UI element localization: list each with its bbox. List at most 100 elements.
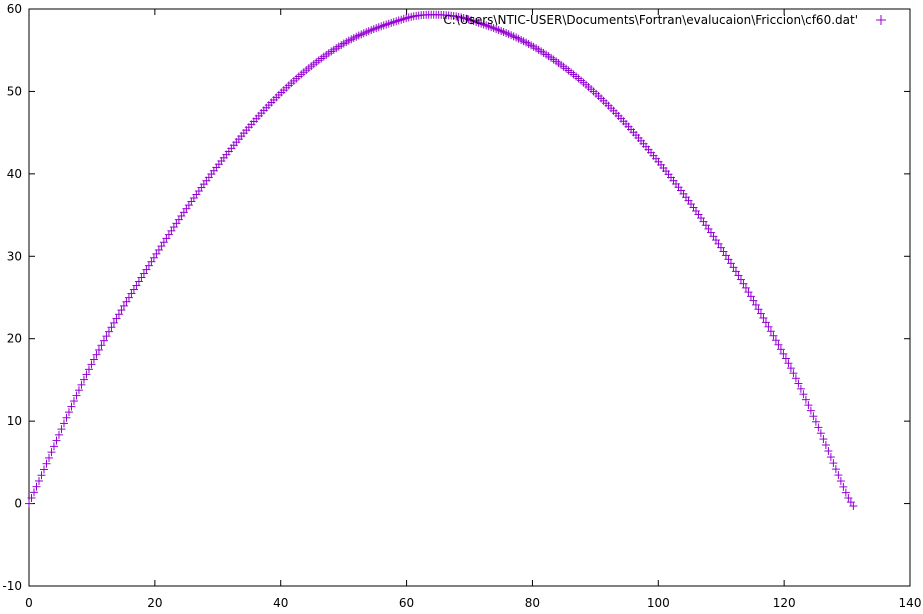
data-point <box>744 288 753 297</box>
data-point <box>44 453 53 462</box>
data-point <box>69 397 78 406</box>
x-tick-label: 80 <box>525 596 540 610</box>
data-point <box>99 336 108 345</box>
data-point <box>819 435 828 444</box>
data-point <box>814 423 823 432</box>
data-point <box>79 375 88 384</box>
data-point <box>52 436 61 445</box>
data-point <box>746 292 755 301</box>
data-point <box>119 301 128 310</box>
y-tick-label: 0 <box>14 497 22 511</box>
data-point <box>756 309 765 318</box>
data-point <box>87 360 96 369</box>
data-point <box>54 430 63 439</box>
data-point <box>811 417 820 426</box>
data-point <box>829 459 838 468</box>
y-tick-label: 10 <box>7 414 22 428</box>
data-point <box>794 379 803 388</box>
data-point <box>774 340 783 349</box>
legend: C:\Users\NTIC-USER\Documents\Fortran\eva… <box>443 13 886 27</box>
data-point <box>841 488 850 497</box>
data-point <box>806 406 815 415</box>
data-point <box>62 413 71 422</box>
data-point <box>776 345 785 354</box>
data-point <box>799 390 808 399</box>
data-point <box>117 306 126 315</box>
data-points <box>25 10 858 511</box>
x-tick-label: 40 <box>273 596 288 610</box>
data-point <box>804 401 813 410</box>
data-point <box>89 355 98 364</box>
data-point <box>34 476 43 485</box>
data-point <box>104 327 113 336</box>
data-point <box>731 267 740 276</box>
data-point <box>816 429 825 438</box>
y-tick-label: 60 <box>7 2 22 16</box>
data-point <box>844 493 853 502</box>
data-point <box>729 263 738 272</box>
x-tick-label: 140 <box>899 596 922 610</box>
data-point <box>109 318 118 327</box>
data-point <box>849 502 858 511</box>
data-point <box>784 359 793 368</box>
y-tick-label: 50 <box>7 84 22 98</box>
data-point <box>761 318 770 327</box>
data-point <box>801 395 810 404</box>
data-point <box>37 471 46 480</box>
data-point <box>831 465 840 474</box>
data-point <box>734 271 743 280</box>
data-point <box>781 354 790 363</box>
data-point <box>129 285 138 294</box>
data-point <box>824 447 833 456</box>
data-point <box>826 453 835 462</box>
data-point <box>759 313 768 322</box>
data-point <box>791 374 800 383</box>
data-point <box>821 441 830 450</box>
x-tick-label: 20 <box>147 596 162 610</box>
x-tick-label: 100 <box>647 596 670 610</box>
data-point <box>809 412 818 421</box>
data-point <box>59 419 68 428</box>
y-tick-label: 20 <box>7 332 22 346</box>
data-point <box>786 364 795 373</box>
data-point <box>42 459 51 468</box>
data-point <box>769 331 778 340</box>
data-point <box>739 279 748 288</box>
data-point <box>122 297 131 306</box>
y-tick-label: 40 <box>7 167 22 181</box>
data-point <box>834 471 843 480</box>
plot-border <box>28 8 911 587</box>
data-point <box>771 336 780 345</box>
data-point <box>27 493 36 502</box>
data-point <box>77 380 86 389</box>
data-point <box>836 477 845 486</box>
data-point <box>751 300 760 309</box>
data-point <box>32 482 41 491</box>
data-point <box>127 289 136 298</box>
y-tick-label: 30 <box>7 249 22 263</box>
data-point <box>92 350 101 359</box>
data-point <box>94 345 103 354</box>
data-point <box>49 442 58 451</box>
data-point <box>796 384 805 393</box>
data-point <box>84 365 93 374</box>
data-point <box>764 322 773 331</box>
data-point <box>736 275 745 284</box>
x-tick-label: 60 <box>399 596 414 610</box>
data-point <box>97 341 106 350</box>
data-point <box>112 314 121 323</box>
data-point <box>47 448 56 457</box>
data-point <box>39 465 48 474</box>
x-tick-label: 0 <box>25 596 33 610</box>
data-point <box>74 386 83 395</box>
y-tick-label: -10 <box>2 579 22 593</box>
data-point <box>57 425 66 434</box>
data-point <box>82 370 91 379</box>
data-point <box>72 391 81 400</box>
data-point <box>25 499 33 508</box>
data-point <box>124 293 133 302</box>
data-point <box>726 259 735 268</box>
data-point <box>29 488 38 497</box>
data-point <box>102 332 111 341</box>
